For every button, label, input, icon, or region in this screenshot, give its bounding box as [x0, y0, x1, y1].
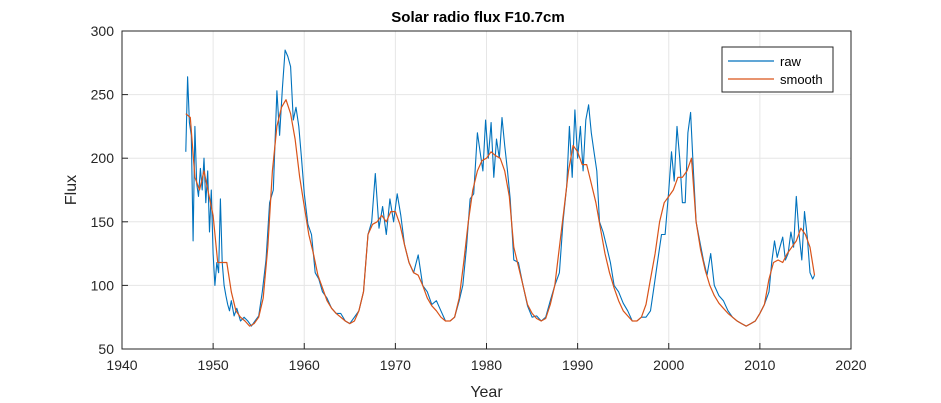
series-lines	[185, 49, 816, 327]
legend-label-raw: raw	[780, 54, 802, 69]
x-tick-label: 2010	[744, 357, 775, 373]
x-axis-label: Year	[470, 384, 503, 401]
x-tick-label: 1950	[198, 357, 229, 373]
axis-ticks: 1940 1950 1960 1970 1980 1990 2000 2010 2020 50 10…	[91, 23, 867, 373]
x-tick-label: 1960	[289, 357, 320, 373]
x-tick-label: 2000	[653, 357, 684, 373]
y-tick-label: 100	[91, 277, 115, 293]
x-tick-label: 1980	[471, 357, 502, 373]
x-tick-label: 1990	[562, 357, 593, 373]
series-line-smooth	[185, 99, 816, 327]
x-tick-label: 2020	[835, 357, 866, 373]
chart-title: Solar radio flux F10.7cm	[391, 9, 564, 26]
legend-box	[721, 46, 834, 93]
legend: raw smooth	[721, 46, 834, 93]
x-tick-label: 1970	[380, 357, 411, 373]
y-tick-label: 300	[91, 23, 115, 39]
y-tick-label: 200	[91, 150, 115, 166]
y-tick-label: 150	[91, 214, 115, 230]
y-axis-label: Flux	[63, 175, 80, 205]
y-tick-label: 50	[98, 341, 114, 357]
legend-label-smooth: smooth	[780, 72, 823, 87]
x-tick-label: 1940	[106, 357, 137, 373]
y-tick-label: 250	[91, 87, 115, 103]
